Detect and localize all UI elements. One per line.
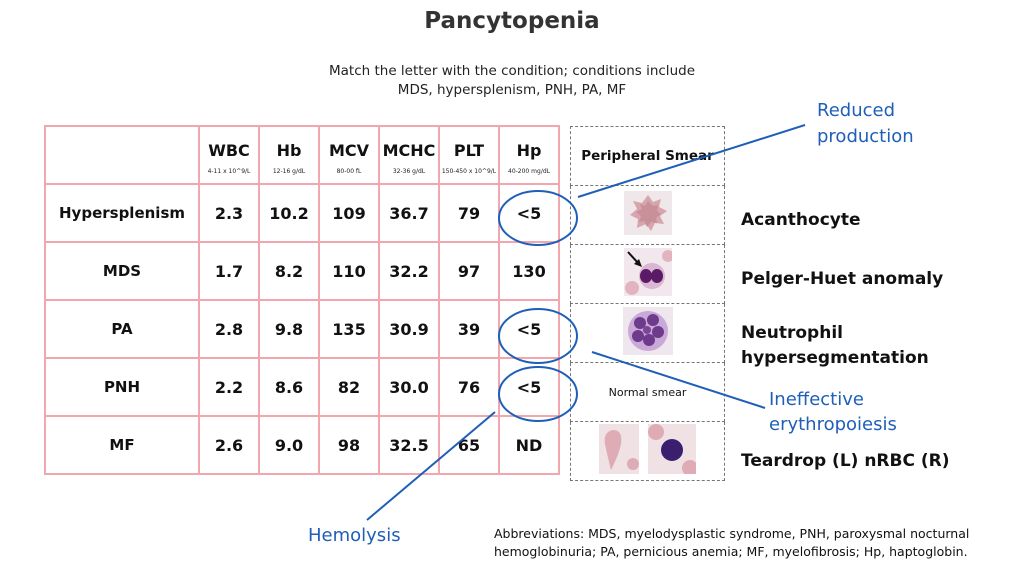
condition-mf: MF — [44, 415, 200, 475]
value-cell: 10.2 — [258, 183, 320, 243]
finding-teardrop-nrbc: Teardrop (L) nRBC (R) — [741, 451, 950, 471]
value-cell: 30.0 — [378, 357, 440, 417]
peripheral-smear-column: Peripheral Smear — [570, 126, 725, 481]
value-cell: ND — [498, 415, 560, 475]
value-cell: 98 — [318, 415, 380, 475]
value-cell: 130 — [498, 241, 560, 301]
value-cell: 76 — [438, 357, 500, 417]
table-row: Hypersplenism 2.3 10.2 109 36.7 79 <5 — [44, 183, 560, 243]
value-cell: 32.2 — [378, 241, 440, 301]
finding-hypersegmentation: hypersegmentation — [741, 348, 929, 368]
hp-circle-pnh — [498, 366, 578, 422]
value-cell: 2.8 — [198, 299, 260, 359]
table-row: MF 2.6 9.0 98 32.5 65 ND — [44, 415, 560, 475]
smear-cell-2 — [570, 244, 725, 304]
col-header-hp: Hp 40-200 mg/dL — [498, 125, 560, 185]
condition-mds: MDS — [44, 241, 200, 301]
pelger-huet-image — [623, 248, 672, 296]
normal-smear-label: Normal smear — [570, 362, 725, 422]
finding-neutrophil: Neutrophil — [741, 323, 843, 343]
abbreviations-line-1: Abbreviations: MDS, myelodysplastic synd… — [494, 526, 970, 541]
col-header-plt: PLT 150-450 x 10^9/L — [438, 125, 500, 185]
value-cell: 1.7 — [198, 241, 260, 301]
reduced-production-arrow — [577, 124, 806, 198]
ineffective-erythropoiesis-arrow — [591, 351, 766, 409]
nrbc-image — [648, 424, 697, 474]
value-cell: 135 — [318, 299, 380, 359]
value-cell: 2.6 — [198, 415, 260, 475]
acanthocyte-image — [623, 191, 672, 235]
value-cell: 30.9 — [378, 299, 440, 359]
instructions-line-2: MDS, hypersplenism, PNH, PA, MF — [397, 82, 627, 98]
value-cell: 97 — [438, 241, 500, 301]
table-row: PA 2.8 9.8 135 30.9 39 <5 — [44, 299, 560, 359]
value-cell: 110 — [318, 241, 380, 301]
col-header-wbc: WBC 4-11 x 10^9/L — [198, 125, 260, 185]
table-row: MDS 1.7 8.2 110 32.2 97 130 — [44, 241, 560, 301]
value-cell: 36.7 — [378, 183, 440, 243]
col-header-hb: Hb 12-16 g/dL — [258, 125, 320, 185]
hemolysis-arrow — [366, 411, 496, 521]
value-cell: 9.8 — [258, 299, 320, 359]
hp-circle-hypersplenism — [498, 190, 578, 246]
value-cell: 82 — [318, 357, 380, 417]
hp-circle-pa — [498, 308, 578, 364]
table-header-row: WBC 4-11 x 10^9/L Hb 12-16 g/dL MCV 80-00 f… — [44, 125, 560, 185]
value-cell: 39 — [438, 299, 500, 359]
value-cell: 8.6 — [258, 357, 320, 417]
value-cell: 65 — [438, 415, 500, 475]
value-cell: 9.0 — [258, 415, 320, 475]
annotation-production: production — [817, 126, 914, 147]
abbreviations-line-2: hemoglobinuria; PA, pernicious anemia; M… — [494, 544, 968, 559]
annotation-erythropoiesis: erythropoiesis — [769, 414, 897, 435]
teardrop-image — [598, 424, 639, 474]
value-cell: 8.2 — [258, 241, 320, 301]
smear-cell-5 — [570, 421, 725, 481]
value-cell: 32.5 — [378, 415, 440, 475]
abbreviations-note: Abbreviations: MDS, myelodysplastic synd… — [494, 525, 1014, 561]
value-cell: 2.3 — [198, 183, 260, 243]
col-header-mcv: MCV 80-00 fL — [318, 125, 380, 185]
condition-hypersplenism: Hypersplenism — [44, 183, 200, 243]
instructions-line-1: Match the letter with the condition; con… — [328, 63, 695, 79]
value-cell: 79 — [438, 183, 500, 243]
finding-acanthocyte: Acanthocyte — [741, 210, 861, 230]
page-title: Pancytopenia — [424, 8, 600, 34]
smear-cell-1 — [570, 185, 725, 245]
condition-pnh: PNH — [44, 357, 200, 417]
value-cell: 109 — [318, 183, 380, 243]
corner-cell — [44, 125, 200, 185]
finding-pelger-huet: Pelger-Huet anomaly — [741, 269, 944, 289]
lab-values-table: WBC 4-11 x 10^9/L Hb 12-16 g/dL MCV 80-00 f… — [44, 125, 560, 475]
col-header-mchc: MCHC 32-36 g/dL — [378, 125, 440, 185]
annotation-reduced: Reduced — [817, 100, 896, 121]
annotation-ineffective: Ineffective — [769, 389, 864, 410]
value-cell: 2.2 — [198, 357, 260, 417]
condition-pa: PA — [44, 299, 200, 359]
hypersegmented-neutrophil-image — [622, 307, 673, 355]
annotation-hemolysis: Hemolysis — [308, 525, 401, 546]
